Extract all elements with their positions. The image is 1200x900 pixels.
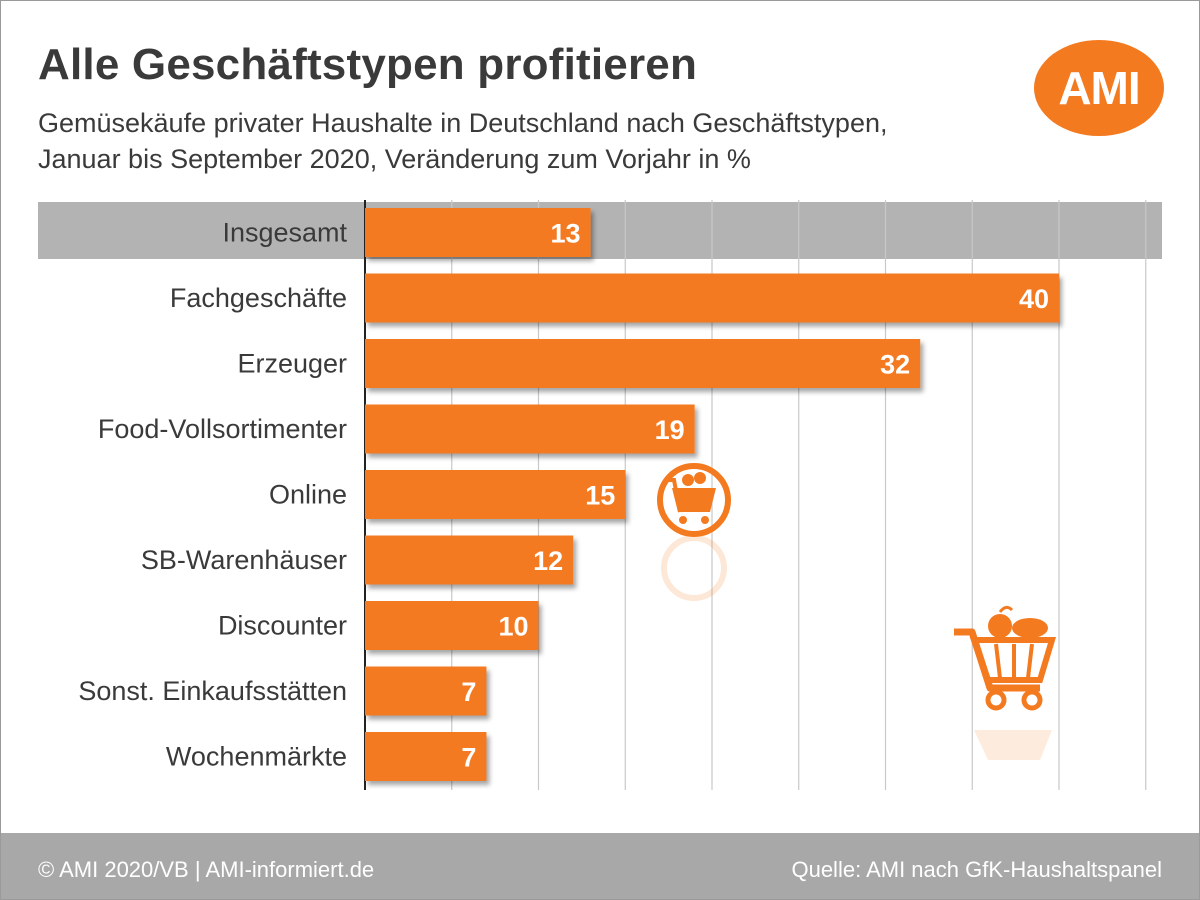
data-label: 7 (461, 743, 476, 773)
data-label: 15 (585, 481, 615, 511)
bar (365, 339, 921, 388)
data-label: 7 (461, 677, 476, 707)
chart-subtitle-line1: Gemüsekäufe privater Haushalte in Deutsc… (38, 108, 888, 138)
data-label: 40 (1019, 284, 1049, 314)
data-label: 13 (551, 219, 581, 249)
category-label: Erzeuger (237, 349, 347, 379)
data-label: 12 (533, 546, 563, 576)
data-label: 10 (498, 612, 528, 642)
footer-copyright: © AMI 2020/VB | AMI-informiert.de (38, 857, 375, 882)
online-shopping-cart-icon (657, 463, 731, 601)
bar-chart: Insgesamt 13 Fachgeschäfte 40 Erzeuger 32 Food… (38, 200, 1162, 790)
bar (365, 732, 487, 781)
chart-subtitle-line2: Januar bis September 2020, Veränderung z… (38, 144, 751, 174)
highlight-band (38, 202, 1162, 259)
category-label: SB-Warenhäuser (141, 545, 347, 575)
bar (365, 535, 574, 585)
ami-logo: AMI (1034, 40, 1164, 136)
category-label: Discounter (218, 611, 347, 641)
category-label: Insgesamt (222, 218, 347, 248)
category-label: Food-Vollsortimenter (98, 414, 347, 444)
ami-logo-text: AMI (1058, 62, 1140, 114)
bar (365, 470, 626, 519)
category-label: Wochenmärkte (166, 742, 347, 772)
footer: © AMI 2020/VB | AMI-informiert.de Quelle… (1, 833, 1199, 899)
bar (365, 208, 591, 257)
bar (365, 666, 487, 716)
category-label: Fachgeschäfte (170, 283, 347, 313)
bar (365, 601, 539, 650)
category-label: Online (269, 480, 347, 510)
bar (365, 404, 695, 454)
vegetable-shopping-cart-icon (954, 605, 1057, 760)
data-label: 32 (880, 350, 910, 380)
chart-title: Alle Geschäftstypen profitieren (38, 40, 698, 89)
bar (365, 273, 1059, 323)
category-label: Sonst. Einkaufsstätten (78, 676, 347, 706)
data-label: 19 (655, 415, 685, 445)
footer-source: Quelle: AMI nach GfK-Haushaltspanel (791, 857, 1162, 882)
